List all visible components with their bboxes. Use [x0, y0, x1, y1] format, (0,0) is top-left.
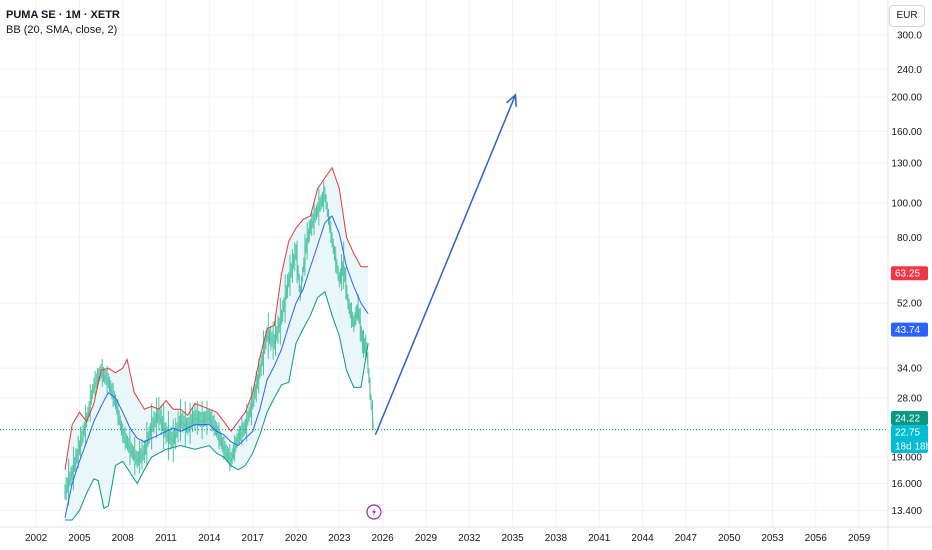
forecast-arrow-head	[506, 93, 517, 107]
countdown-label: 18d 18h	[895, 442, 931, 453]
x-tick-label: 2023	[328, 533, 351, 544]
currency-button[interactable]: EUR	[889, 5, 925, 27]
y-tick-label: 52.00	[897, 299, 922, 310]
x-tick-label: 2044	[631, 533, 654, 544]
price-badge-label: 43.74	[895, 325, 920, 336]
price-badge-label: 22.75	[895, 428, 920, 439]
price-close-line	[64, 194, 375, 494]
x-tick-label: 2041	[588, 533, 611, 544]
x-tick-label: 2017	[242, 533, 265, 544]
symbol-title[interactable]: PUMA SE · 1M · XETR	[6, 9, 120, 21]
price-badge	[891, 266, 928, 281]
x-tick-label: 2026	[372, 533, 395, 544]
x-tick-label: 2008	[112, 533, 135, 544]
y-tick-label: 80.00	[897, 233, 922, 244]
countdown-badge	[891, 425, 928, 454]
y-tick-label: 240.0	[897, 65, 922, 76]
x-tick-label: 2032	[458, 533, 481, 544]
x-tick-label: 2056	[805, 533, 828, 544]
indicator-label[interactable]: BB (20, SMA, close, 2)	[6, 24, 118, 36]
price-badge-label: 24.22	[895, 414, 920, 425]
y-tick-label: 200.00	[891, 93, 922, 104]
price-badge	[891, 322, 928, 337]
bb-lower-line	[64, 291, 369, 521]
y-tick-label: 28.00	[897, 393, 922, 404]
y-tick-label: 19.000	[891, 453, 922, 464]
bb-basis-line	[64, 215, 369, 518]
y-tick-label: 300.0	[897, 31, 922, 42]
x-tick-label: 2038	[545, 533, 568, 544]
forecast-arrow-line	[374, 94, 517, 436]
x-tick-label: 2029	[415, 533, 438, 544]
y-tick-label: 16.000	[891, 479, 922, 490]
price-badge	[891, 411, 928, 426]
y-tick-label: 34.00	[897, 364, 922, 375]
x-tick-label: 2002	[25, 533, 48, 544]
lightning-icon	[371, 507, 377, 517]
bb-upper-line	[64, 166, 369, 470]
x-tick-label: 2047	[675, 533, 698, 544]
x-tick-label: 2035	[501, 533, 524, 544]
x-tick-label: 2020	[285, 533, 308, 544]
x-tick-label: 2014	[198, 533, 221, 544]
x-tick-label: 2050	[718, 533, 741, 544]
x-tick-label: 2059	[848, 533, 871, 544]
x-tick-label: 2011	[155, 533, 177, 544]
price-badge-label: 63.25	[895, 269, 920, 280]
y-tick-label: 130.00	[891, 159, 922, 170]
x-tick-label: 2005	[68, 533, 91, 544]
y-tick-label: 13.400	[891, 506, 922, 517]
y-tick-label: 100.00	[891, 199, 922, 210]
x-tick-label: 2053	[761, 533, 784, 544]
y-tick-label: 160.00	[891, 127, 922, 138]
chart-legend: PUMA SE · 1M · XETR BB (20, SMA, close, …	[6, 8, 120, 38]
